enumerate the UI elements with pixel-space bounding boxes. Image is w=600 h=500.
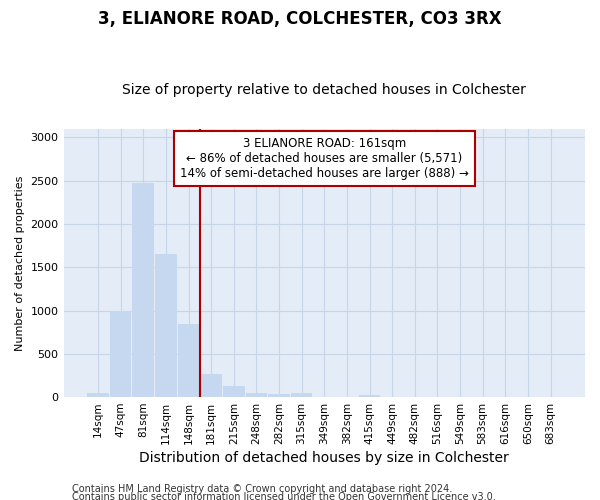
Bar <box>200 374 222 397</box>
X-axis label: Distribution of detached houses by size in Colchester: Distribution of detached houses by size … <box>139 451 509 465</box>
Bar <box>268 394 290 397</box>
Title: Size of property relative to detached houses in Colchester: Size of property relative to detached ho… <box>122 83 526 97</box>
Text: Contains public sector information licensed under the Open Government Licence v3: Contains public sector information licen… <box>72 492 496 500</box>
Bar <box>223 386 245 397</box>
Bar <box>87 392 109 397</box>
Bar <box>87 392 109 397</box>
Bar <box>133 184 154 397</box>
Bar <box>268 394 290 397</box>
Bar <box>178 324 199 397</box>
Bar <box>155 254 176 397</box>
Bar <box>245 392 267 397</box>
Bar <box>291 392 313 397</box>
Bar <box>359 396 380 397</box>
Bar <box>110 310 131 397</box>
Bar <box>200 374 222 397</box>
Text: Contains HM Land Registry data © Crown copyright and database right 2024.: Contains HM Land Registry data © Crown c… <box>72 484 452 494</box>
Bar <box>110 310 131 397</box>
Bar <box>133 184 154 397</box>
Bar <box>223 386 245 397</box>
Bar <box>245 392 267 397</box>
Text: 3, ELIANORE ROAD, COLCHESTER, CO3 3RX: 3, ELIANORE ROAD, COLCHESTER, CO3 3RX <box>98 10 502 28</box>
Text: 3 ELIANORE ROAD: 161sqm
← 86% of detached houses are smaller (5,571)
14% of semi: 3 ELIANORE ROAD: 161sqm ← 86% of detache… <box>180 137 469 180</box>
Bar <box>155 254 176 397</box>
Bar <box>178 324 199 397</box>
Bar <box>291 392 313 397</box>
Bar <box>359 396 380 397</box>
Y-axis label: Number of detached properties: Number of detached properties <box>15 175 25 350</box>
